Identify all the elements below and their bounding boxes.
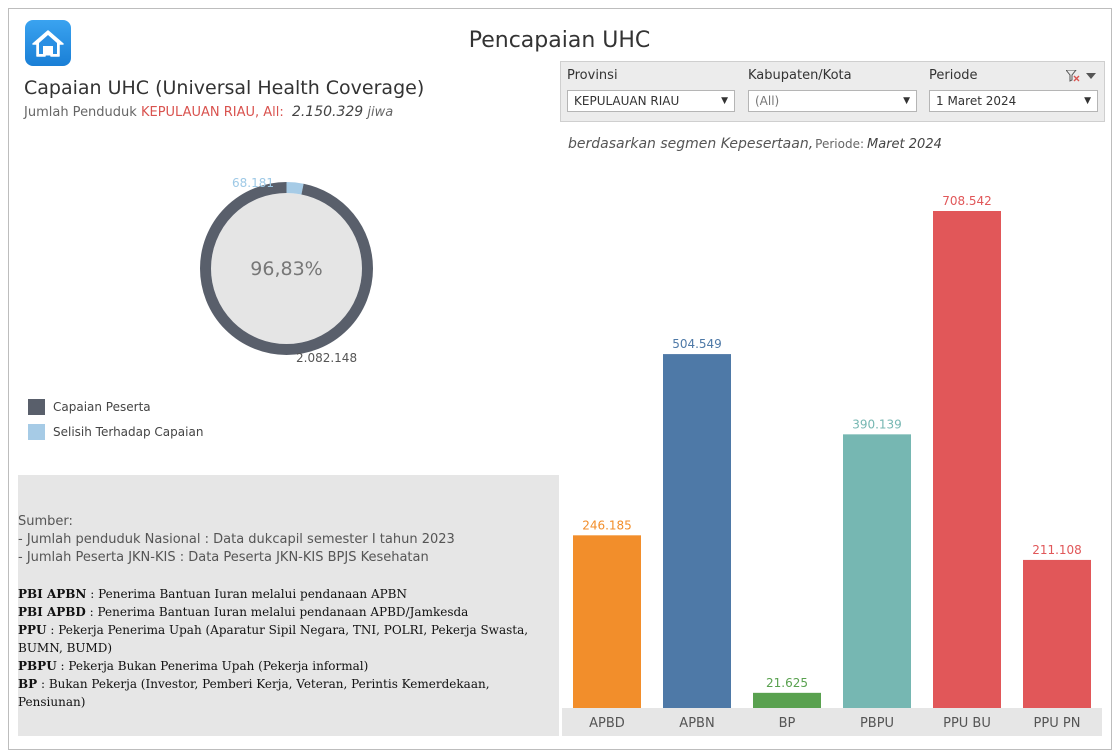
bar-ppu-pn[interactable]: [1023, 559, 1091, 708]
home-button[interactable]: [25, 20, 71, 66]
chevron-down-icon: ▼: [721, 96, 728, 106]
page-title: Pencapaian UHC: [468, 28, 651, 53]
x-tick-label: APBN: [679, 716, 714, 731]
filter-panel: Provinsi KEPULAUAN RIAU ▼ Kabupaten/Kota…: [560, 61, 1105, 122]
provinsi-dropdown[interactable]: KEPULAUAN RIAU ▼: [567, 90, 735, 112]
bar-pbpu[interactable]: [843, 434, 911, 708]
glossary-term: PBI APBN: [18, 587, 87, 601]
glossary-term: BP: [18, 677, 38, 691]
uhc-donut-chart: 96,83%: [190, 172, 390, 372]
bar-chart-svg: 246.185 APBD 504.549 APBN 21.625 BP 390.139 PBP…: [562, 194, 1102, 736]
donut-segment-achieved[interactable]: [200, 182, 373, 355]
bar-apbn[interactable]: [663, 354, 731, 708]
glossary-desc: : Pekerja Bukan Penerima Upah (Pekerja i…: [56, 659, 369, 673]
sources-panel: Sumber: - Jumlah penduduk Nasional : Dat…: [18, 475, 559, 736]
filter-provinsi: Provinsi KEPULAUAN RIAU ▼: [567, 68, 735, 112]
legend-item-capaian: Capaian Peserta: [28, 399, 203, 415]
glossary-desc: : Pekerja Penerima Upah (Aparatur Sipil …: [18, 623, 529, 655]
x-tick-label: BP: [779, 716, 796, 731]
legend-label-selisih: Selisih Terhadap Capaian: [53, 425, 204, 439]
filter-periode-label: Periode: [929, 68, 978, 83]
glossary-term: PBPU: [18, 659, 57, 673]
donut-center-disc: [211, 193, 362, 344]
population-label: Jumlah Penduduk: [24, 105, 137, 120]
glossary-item: PBI APBN : Penerima Bantuan Iuran melalu…: [18, 585, 559, 603]
x-tick-label: APBD: [589, 716, 625, 731]
glossary-item: PPU : Pekerja Penerima Upah (Aparatur Si…: [18, 621, 559, 657]
home-icon: [32, 30, 64, 57]
population-summary: Jumlah Penduduk KEPULAUAN RIAU, All: 2.1…: [24, 104, 393, 120]
province-name: KEPULAUAN RIAU, All:: [140, 105, 284, 120]
population-unit: jiwa: [367, 105, 394, 120]
bar-value-label: 211.108: [1032, 543, 1082, 557]
glossary-item: PBI APBD : Penerima Bantuan Iuran melalu…: [18, 603, 559, 621]
bar-apbd[interactable]: [573, 535, 641, 708]
clear-filter-icon[interactable]: [1066, 70, 1080, 82]
segment-caption: berdasarkan segmen Kepesertaan, Periode: M…: [568, 136, 942, 152]
kabupaten-dropdown[interactable]: (All) ▼: [748, 90, 917, 112]
donut-legend: Capaian Peserta Selisih Terhadap Capaian: [28, 399, 203, 449]
legend-label-capaian: Capaian Peserta: [53, 400, 151, 414]
x-tick-label: PBPU: [860, 716, 894, 731]
filter-kabupaten-label: Kabupaten/Kota: [748, 68, 852, 83]
filter-provinsi-label: Provinsi: [567, 68, 618, 83]
more-options-icon[interactable]: [1086, 72, 1096, 80]
legend-item-selisih: Selisih Terhadap Capaian: [28, 424, 203, 440]
periode-dropdown[interactable]: 1 Maret 2024 ▼: [929, 90, 1098, 112]
donut-svg: [200, 182, 373, 355]
glossary-term: PBI APBD: [18, 605, 86, 619]
kabupaten-value: (All): [755, 94, 780, 108]
bar-value-label: 708.542: [942, 194, 992, 208]
filter-periode: Periode 1 Maret 2024 ▼: [929, 68, 1098, 112]
glossary-item: BP : Bukan Pekerja (Investor, Pemberi Ke…: [18, 675, 559, 711]
glossary-desc: : Penerima Bantuan Iuran melalui pendana…: [86, 587, 407, 601]
source-line: - Jumlah Peserta JKN-KIS : Data Peserta …: [18, 550, 429, 565]
bar-ppu-bu[interactable]: [933, 211, 1001, 708]
filter-kabupaten: Kabupaten/Kota (All) ▼: [748, 68, 917, 112]
chevron-down-icon: ▼: [1084, 96, 1091, 106]
segment-caption-text: berdasarkan segmen Kepesertaan,: [568, 136, 814, 152]
bar-value-label: 504.549: [672, 337, 722, 351]
segment-bar-chart: 246.185 APBD 504.549 APBN 21.625 BP 390.139 PBP…: [562, 180, 1102, 736]
donut-achieved-label: 2.082.148: [296, 351, 358, 365]
glossary-term: PPU: [18, 623, 47, 637]
provinsi-value: KEPULAUAN RIAU: [574, 94, 680, 108]
chevron-down-icon: ▼: [903, 96, 910, 106]
uhc-summary-title: Capaian UHC (Universal Health Coverage): [24, 77, 425, 99]
bar-bp[interactable]: [753, 692, 821, 708]
segment-period-value: Maret 2024: [867, 137, 942, 152]
bar-value-label: 246.185: [582, 518, 632, 532]
glossary-desc: : Bukan Pekerja (Investor, Pemberi Kerja…: [18, 677, 490, 709]
source-line: - Jumlah penduduk Nasional : Data dukcap…: [18, 532, 455, 547]
x-tick-label: PPU PN: [1034, 716, 1081, 731]
filter-tools: [1066, 70, 1096, 82]
glossary: PBI APBN : Penerima Bantuan Iuran melalu…: [18, 585, 559, 711]
x-axis-band: [562, 708, 1102, 736]
glossary-desc: : Penerima Bantuan Iuran melalui pendana…: [85, 605, 469, 619]
x-tick-label: PPU BU: [943, 716, 991, 731]
donut-center-label: 96,83%: [250, 257, 323, 280]
donut-gap-label: 68.181: [232, 176, 274, 190]
glossary-item: PBPU : Pekerja Bukan Penerima Upah (Peke…: [18, 657, 559, 675]
segment-period-label: Periode:: [815, 137, 865, 151]
sources-heading: Sumber:: [18, 514, 73, 529]
bar-value-label: 390.139: [852, 417, 902, 431]
legend-swatch-capaian: [28, 399, 45, 415]
bar-value-label: 21.625: [766, 676, 808, 690]
periode-value: 1 Maret 2024: [936, 94, 1017, 108]
population-value: 2.150.329: [291, 104, 364, 120]
legend-swatch-selisih: [28, 424, 45, 440]
